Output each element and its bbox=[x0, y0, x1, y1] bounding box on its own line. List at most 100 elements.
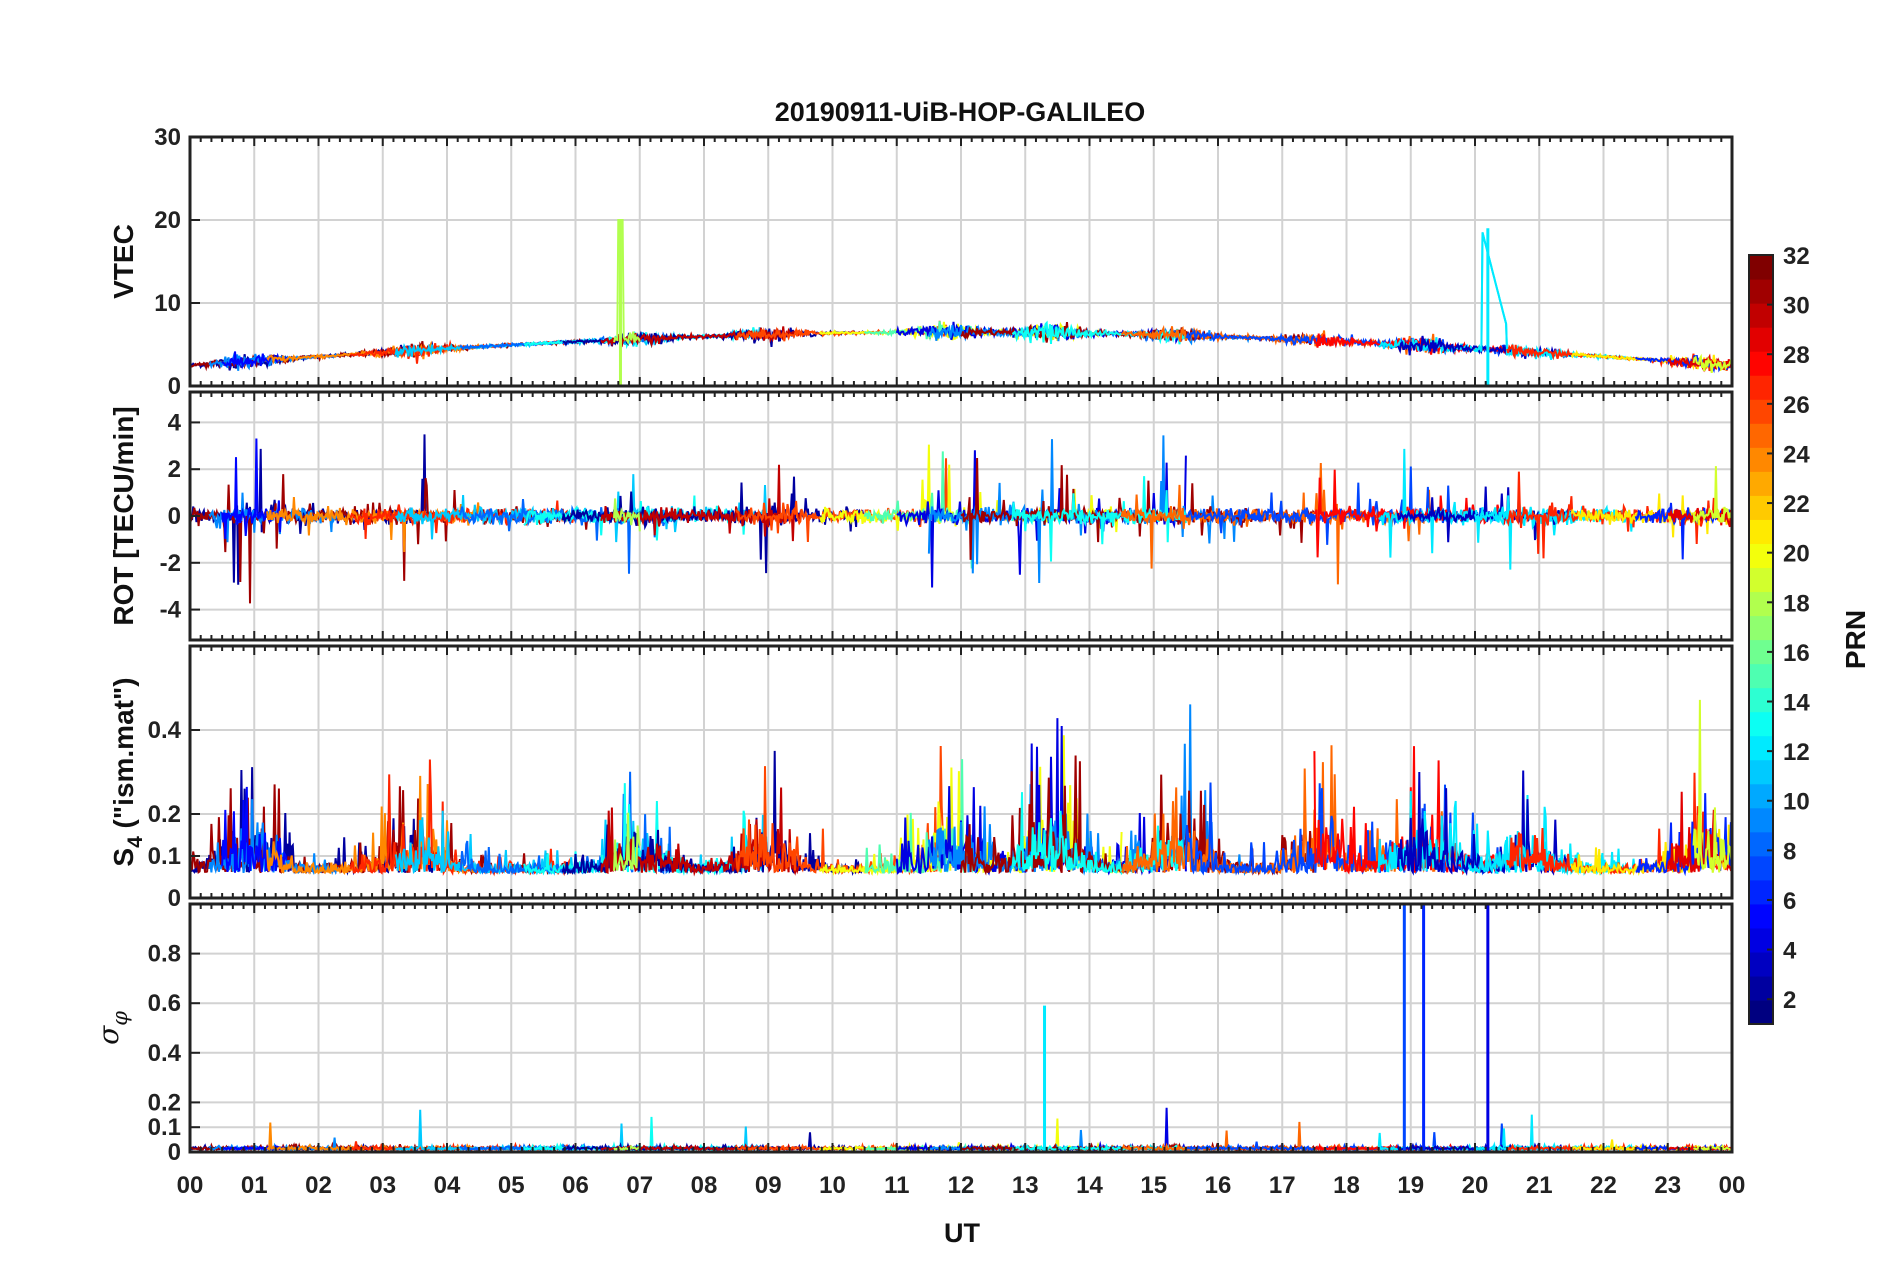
series-line-prn-18 bbox=[613, 498, 641, 532]
colorbar-segment bbox=[1749, 711, 1773, 737]
x-tick-label: 10 bbox=[819, 1172, 846, 1199]
colorbar-segment bbox=[1749, 471, 1773, 496]
y-tick-label: 0.2 bbox=[148, 801, 181, 828]
colorbar-tick-label: 4 bbox=[1783, 938, 1797, 965]
colorbar-segment bbox=[1749, 423, 1773, 448]
colorbar-tick-label: 10 bbox=[1783, 789, 1810, 816]
colorbar-segment bbox=[1749, 951, 1773, 977]
series-line-prn-18 bbox=[613, 219, 641, 346]
series-line-prn-19 bbox=[1692, 466, 1732, 525]
colorbar-tick-label: 12 bbox=[1783, 739, 1810, 766]
colorbar-segment bbox=[1749, 615, 1773, 641]
colorbar-segment bbox=[1749, 591, 1773, 617]
colorbar-tick-label: 2 bbox=[1783, 987, 1796, 1014]
series-line-prn-13 bbox=[1011, 792, 1187, 876]
x-tick-label: 21 bbox=[1526, 1172, 1553, 1199]
series-line-prn-19 bbox=[1692, 699, 1732, 873]
colorbar-tick-label: 32 bbox=[1783, 243, 1810, 270]
y-tick-label: 4 bbox=[168, 409, 182, 436]
y-tick-label: 10 bbox=[154, 290, 181, 317]
y-tick-label: 0.4 bbox=[148, 1040, 182, 1067]
series-line-prn-18 bbox=[613, 812, 641, 872]
colorbar-segment bbox=[1749, 903, 1773, 929]
y-tick-label: 20 bbox=[154, 207, 181, 234]
y-axis-label: ROT [TECU/min] bbox=[108, 406, 139, 625]
x-tick-label: 17 bbox=[1269, 1172, 1296, 1199]
x-tick-label: 08 bbox=[691, 1172, 718, 1199]
y-tick-label: 0.1 bbox=[148, 1114, 181, 1141]
colorbar-frame bbox=[1748, 254, 1774, 1025]
panel-3: 00.10.2 0.4 0.6 0.8 σφ bbox=[92, 902, 1734, 1166]
x-tick-label: 13 bbox=[1012, 1172, 1039, 1199]
colorbar-segment bbox=[1749, 687, 1773, 713]
x-tick-label: 03 bbox=[369, 1172, 396, 1199]
x-tick-label: 07 bbox=[626, 1172, 653, 1199]
series-line-prn-30 bbox=[600, 464, 802, 542]
y-tick-label: 0.1 bbox=[148, 843, 181, 870]
x-tick-label: 23 bbox=[1654, 1172, 1681, 1199]
colorbar-segment bbox=[1749, 303, 1773, 328]
x-tick-label: 00 bbox=[1719, 1172, 1746, 1199]
x-axis-label: UT bbox=[944, 1218, 980, 1248]
y-tick-label: 0 bbox=[168, 503, 181, 530]
x-tick-label: 04 bbox=[434, 1172, 461, 1199]
y-axis-label: S4 ("ism.mat") bbox=[108, 677, 147, 866]
x-tick-label: 19 bbox=[1397, 1172, 1424, 1199]
colorbar-segment bbox=[1749, 831, 1773, 857]
y-tick-label: -2 bbox=[160, 550, 181, 577]
colorbar-segment bbox=[1749, 327, 1773, 352]
x-tick-label: 18 bbox=[1333, 1172, 1360, 1199]
y-tick-label: 0.2 bbox=[148, 1089, 181, 1116]
chart-title: 20190911-UiB-HOP-GALILEO bbox=[775, 97, 1146, 127]
x-tick-label: 14 bbox=[1076, 1172, 1103, 1199]
colorbar-tick-label: 20 bbox=[1783, 541, 1810, 568]
colorbar-tick-label: 24 bbox=[1783, 441, 1810, 468]
colorbar-tick-label: 30 bbox=[1783, 293, 1810, 320]
y-tick-label: 0 bbox=[168, 885, 181, 912]
colorbar-label: PRN bbox=[1840, 610, 1871, 669]
series-line-prn-31 bbox=[190, 784, 589, 876]
x-tick-label: 15 bbox=[1140, 1172, 1167, 1199]
x-tick-label: 00 bbox=[177, 1172, 204, 1199]
colorbar-segment bbox=[1749, 975, 1773, 1001]
series-line-prn-13 bbox=[523, 783, 756, 876]
colorbar-tick-label: 14 bbox=[1783, 690, 1810, 717]
colorbar-segment bbox=[1749, 447, 1773, 472]
series-group bbox=[190, 699, 1732, 877]
colorbar-segment bbox=[1749, 783, 1773, 809]
series-line-prn-27 bbox=[1506, 772, 1732, 876]
y-tick-label: 0.6 bbox=[148, 990, 181, 1017]
colorbar-segment bbox=[1749, 519, 1773, 544]
series-line-prn-19 bbox=[1692, 353, 1732, 374]
panel-1: -4 -2 0 2 4 ROT [TECU/min] bbox=[108, 390, 1734, 642]
x-tick-label: 16 bbox=[1205, 1172, 1232, 1199]
colorbar-segment bbox=[1749, 855, 1773, 881]
colorbar-segment bbox=[1749, 735, 1773, 761]
panel-0: 0 10 20 30 VTEC bbox=[108, 124, 1734, 400]
series-line-prn-5 bbox=[221, 351, 288, 370]
colorbar-tick-label: 26 bbox=[1783, 392, 1810, 419]
colorbar-segment bbox=[1749, 255, 1773, 280]
colorbar-segment bbox=[1749, 663, 1773, 689]
x-tick-label: 22 bbox=[1590, 1172, 1617, 1199]
y-tick-label: 0 bbox=[168, 1139, 181, 1166]
x-tick-label: 06 bbox=[562, 1172, 589, 1199]
y-tick-label: 2 bbox=[168, 456, 181, 483]
panel-2: 0 0.1 0.2 0.4S4 ("ism.mat") bbox=[108, 644, 1734, 912]
y-tick-label: 30 bbox=[154, 124, 181, 151]
y-tick-label: -4 bbox=[160, 597, 182, 624]
colorbar-segment bbox=[1749, 807, 1773, 833]
colorbar-tick-label: 8 bbox=[1783, 838, 1796, 865]
y-tick-label: 0.4 bbox=[148, 717, 182, 744]
x-tick-label: 11 bbox=[884, 1172, 909, 1199]
x-tick-label: 12 bbox=[948, 1172, 975, 1199]
colorbar-segment bbox=[1749, 927, 1773, 953]
colorbar-segment bbox=[1749, 351, 1773, 376]
colorbar-tick-label: 16 bbox=[1783, 640, 1810, 667]
colorbar-tick-label: 22 bbox=[1783, 491, 1810, 518]
series-line-prn-5 bbox=[221, 786, 288, 873]
colorbar-tick-label: 6 bbox=[1783, 888, 1796, 915]
x-tick-label: 01 bbox=[241, 1172, 268, 1199]
y-axis-label: VTEC bbox=[108, 224, 139, 299]
